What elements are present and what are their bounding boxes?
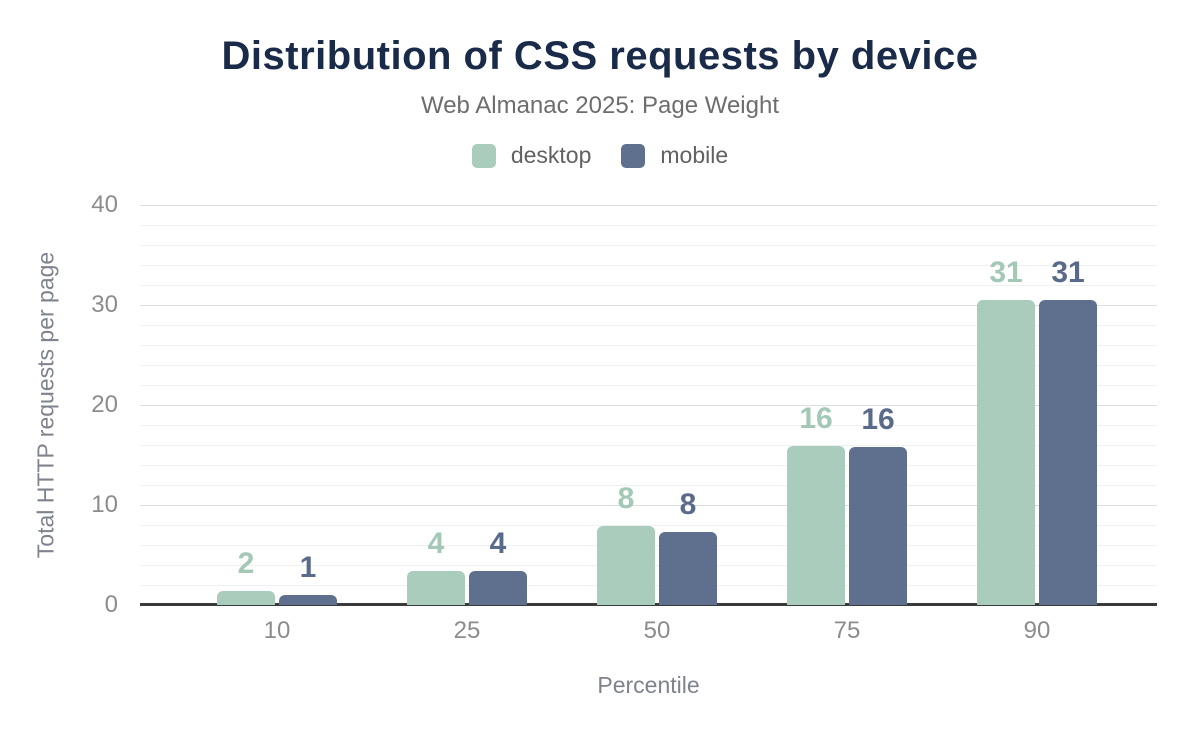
x-axis-title: Percentile bbox=[597, 672, 700, 698]
bar-mobile-p90 bbox=[1039, 300, 1097, 605]
bar-value-mobile-p10: 1 bbox=[299, 551, 317, 584]
bar-desktop-p25 bbox=[407, 571, 465, 605]
gridline bbox=[140, 525, 1157, 526]
x-tick-label: 50 bbox=[643, 617, 671, 644]
y-tick-label: 30 bbox=[91, 291, 118, 318]
gridline bbox=[140, 305, 1157, 306]
gridline bbox=[140, 325, 1157, 326]
x-tick-label: 25 bbox=[453, 617, 481, 644]
desktop-swatch-icon bbox=[471, 143, 496, 168]
bar-value-mobile-p75: 16 bbox=[861, 403, 895, 436]
bar-value-desktop-p75: 16 bbox=[799, 402, 833, 435]
gridline bbox=[140, 445, 1157, 446]
gridline bbox=[140, 345, 1157, 346]
gridline bbox=[140, 465, 1157, 466]
bar-desktop-p10 bbox=[217, 591, 275, 605]
bar-mobile-p10 bbox=[279, 595, 337, 605]
gridline bbox=[140, 505, 1157, 506]
bar-group-p75: 16 16 bbox=[787, 205, 907, 605]
legend: desktop mobile bbox=[0, 142, 1200, 169]
bar-desktop-p90 bbox=[977, 300, 1035, 605]
x-tick-label: 90 bbox=[1023, 617, 1051, 644]
y-tick-label: 10 bbox=[91, 491, 118, 518]
bar-value-desktop-p90: 31 bbox=[989, 256, 1023, 289]
bar-mobile-p75 bbox=[849, 447, 907, 605]
x-tick-label: 75 bbox=[833, 617, 861, 644]
bar-group-p90: 31 31 bbox=[977, 205, 1097, 605]
legend-label-desktop: desktop bbox=[510, 142, 592, 168]
x-tick-label: 10 bbox=[263, 617, 291, 644]
plot-area: 0 10 20 30 40 2 1 10 4 4 25 8 8 50 16 16 75 31 31 90 bbox=[91, 191, 1157, 644]
bar-mobile-p25 bbox=[469, 571, 527, 605]
y-tick-label: 0 bbox=[104, 591, 118, 618]
y-tick-label: 40 bbox=[91, 191, 118, 218]
bar-value-mobile-p50: 8 bbox=[679, 488, 697, 521]
gridline bbox=[140, 265, 1157, 266]
bar-value-mobile-p25: 4 bbox=[489, 527, 507, 560]
gridline bbox=[140, 225, 1157, 226]
gridline bbox=[140, 425, 1157, 426]
bar-value-desktop-p50: 8 bbox=[617, 482, 635, 515]
y-axis-title: Total HTTP requests per page bbox=[32, 251, 59, 559]
legend-item-mobile: mobile bbox=[621, 142, 728, 169]
gridline bbox=[140, 385, 1157, 386]
bar-value-desktop-p10: 2 bbox=[237, 547, 255, 580]
gridline bbox=[140, 205, 1157, 206]
mobile-swatch-icon bbox=[621, 143, 646, 168]
bar-mobile-p50 bbox=[659, 532, 717, 605]
gridline bbox=[140, 285, 1157, 286]
y-tick-label: 20 bbox=[91, 391, 118, 418]
gridline bbox=[140, 245, 1157, 246]
bar-desktop-p50 bbox=[597, 526, 655, 605]
legend-label-mobile: mobile bbox=[660, 142, 729, 168]
legend-item-desktop: desktop bbox=[471, 142, 592, 169]
gridline bbox=[140, 485, 1157, 486]
chart-subtitle: Web Almanac 2025: Page Weight bbox=[420, 92, 779, 119]
bar-desktop-p75 bbox=[787, 446, 845, 605]
gridline bbox=[140, 365, 1157, 366]
gridline bbox=[140, 405, 1157, 406]
chart-title: Distribution of CSS requests by device bbox=[221, 34, 979, 78]
bar-value-mobile-p90: 31 bbox=[1051, 256, 1085, 289]
bar-value-desktop-p25: 4 bbox=[427, 527, 445, 560]
